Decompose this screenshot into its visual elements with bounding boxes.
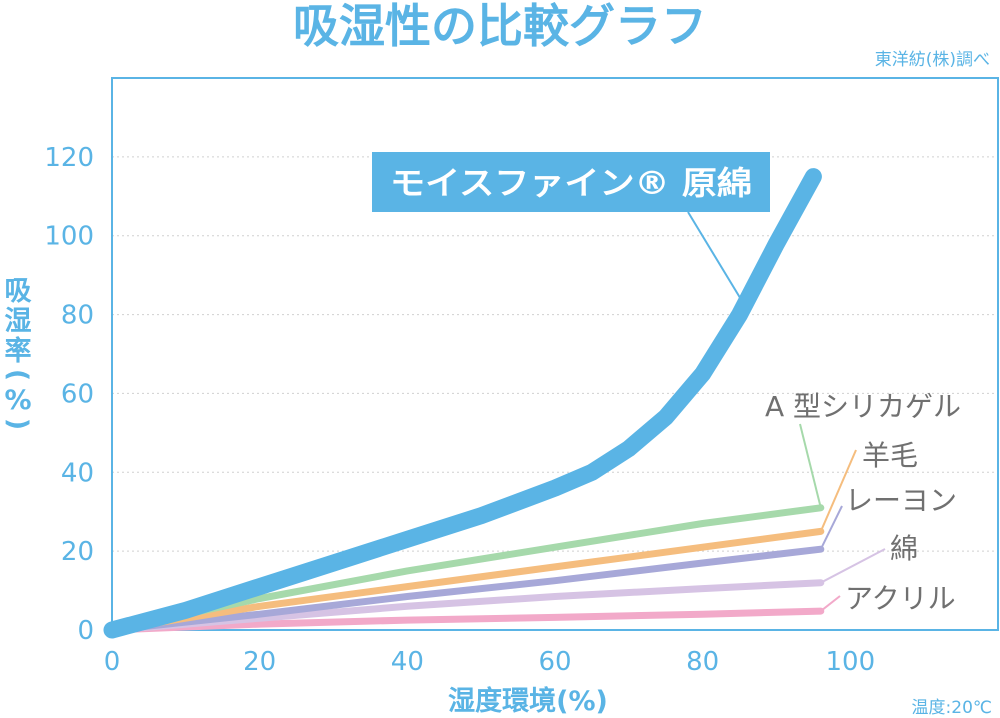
y-tick-label: 80	[61, 301, 94, 331]
series-line	[103, 168, 822, 639]
series-label: アクリル	[845, 582, 956, 615]
y-axis-label-char: 湿	[5, 306, 32, 337]
y-axis-ticks: 0 20 40 60 80 100 120	[44, 143, 94, 646]
x-tick-label: 60	[538, 647, 571, 677]
series-line	[108, 504, 825, 634]
x-tick-label: 0	[104, 647, 121, 677]
x-tick-label: 80	[686, 647, 719, 677]
x-tick-label: 40	[391, 647, 424, 677]
y-tick-label: 40	[61, 458, 94, 488]
series-label: 羊毛	[862, 439, 918, 472]
series-label: 綿	[890, 532, 918, 565]
plot-frame	[111, 77, 999, 631]
series-label: レーヨン	[845, 484, 957, 517]
y-axis-label: 吸湿率 (%)	[2, 276, 33, 430]
series-leader-line	[820, 595, 841, 612]
series-lines	[103, 168, 825, 639]
series-leader-line	[819, 505, 843, 550]
y-axis-label-char: %	[4, 385, 31, 416]
x-axis-label: 湿度環境(%)	[448, 685, 608, 717]
series-line	[108, 545, 825, 634]
y-tick-label: 120	[44, 143, 94, 173]
series-leader-line	[820, 548, 886, 584]
y-tick-label: 0	[77, 616, 94, 646]
x-axis-ticks: 0 20 40 60 80 100	[104, 647, 875, 677]
y-axis-label-char: )	[2, 418, 33, 430]
callout-box	[372, 152, 770, 212]
callout-label: モイスファイン® 原綿	[390, 164, 752, 202]
y-tick-label: 20	[61, 537, 94, 567]
source-note: 東洋紡(株)調べ	[875, 50, 990, 70]
chart-title: 吸湿性の比較グラフ	[293, 0, 707, 53]
series-leader-line	[799, 423, 822, 509]
series-line	[108, 607, 825, 634]
x-tick-label: 20	[243, 647, 276, 677]
x-tick-label: 100	[826, 647, 876, 677]
y-axis-label-char: 率	[5, 335, 32, 367]
label-leaders	[687, 211, 886, 612]
series-line	[108, 527, 825, 634]
y-axis-label-char: 吸	[5, 276, 32, 307]
series-leader-line	[819, 449, 857, 532]
y-axis-label-char: (	[2, 369, 33, 381]
callout-leader-line	[687, 211, 743, 302]
series-label: A 型シリカゲル	[765, 390, 961, 423]
y-tick-label: 60	[61, 379, 94, 409]
y-tick-label: 100	[44, 222, 94, 252]
temperature-note: 温度:20℃	[912, 698, 992, 718]
